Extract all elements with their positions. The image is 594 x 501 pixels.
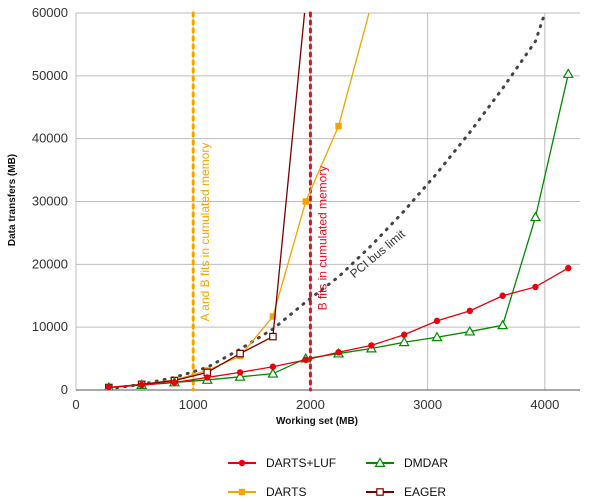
data-point xyxy=(204,374,211,381)
data-point xyxy=(335,349,342,356)
data-point xyxy=(431,331,443,342)
x-tick-label: 3000 xyxy=(413,397,442,412)
x-tick-label: 4000 xyxy=(530,397,559,412)
data-point xyxy=(269,363,277,370)
series-group xyxy=(104,13,574,390)
data-point xyxy=(234,371,246,381)
data-point xyxy=(398,336,410,347)
vertical-line-label: A and B fits in cumulated memory xyxy=(198,143,212,322)
y-tick-label: 60000 xyxy=(32,5,68,20)
y-tick-label: 10000 xyxy=(32,319,68,334)
data-point xyxy=(302,356,309,364)
legend-marker xyxy=(374,457,386,467)
legend-label: EAGER xyxy=(404,485,446,499)
data-point xyxy=(335,122,342,130)
data-point xyxy=(532,283,539,291)
data-point xyxy=(105,384,113,390)
legend-entry: DMDAR xyxy=(366,456,448,470)
data-point xyxy=(464,325,476,336)
y-tick-label: 40000 xyxy=(32,131,68,146)
reference-line-label: PCI bus limit xyxy=(347,227,408,281)
data-point xyxy=(302,198,309,205)
data-point xyxy=(565,264,572,272)
data-point xyxy=(138,381,145,389)
y-tick-labels: 0 10000 20000 30000 40000 50000 60000 xyxy=(32,5,68,397)
legend-entry: EAGER xyxy=(366,485,446,499)
series-darts-luf xyxy=(105,264,572,390)
data-point xyxy=(400,331,408,338)
series-dmdar xyxy=(104,68,574,390)
data-point xyxy=(236,349,244,358)
data-point xyxy=(368,342,375,349)
data-point xyxy=(269,332,277,341)
x-tick-label: 2000 xyxy=(296,397,325,412)
x-tick-label: 1000 xyxy=(179,397,208,412)
y-axis-label: Data transfers (MB) xyxy=(7,154,18,246)
legend-entry: DARTS xyxy=(228,485,306,499)
y-tick-label: 20000 xyxy=(32,256,68,271)
data-point xyxy=(562,68,574,78)
legend-marker xyxy=(376,488,384,496)
legend-label: DMDAR xyxy=(404,456,448,470)
data-point xyxy=(171,379,178,386)
data-point xyxy=(466,307,474,315)
y-tick-label: 50000 xyxy=(32,68,68,83)
legend-entry: DARTS+LUF xyxy=(228,456,336,470)
legend-label: DARTS xyxy=(266,485,306,499)
legend-marker xyxy=(238,488,246,496)
vertical-reference-lines: A and B fits in cumulated memory B fits i… xyxy=(191,11,329,392)
data-point xyxy=(433,317,441,325)
legend: DARTS+LUF DMDAR DARTS EAGER xyxy=(228,456,448,499)
series-line xyxy=(108,73,569,389)
x-axis-label: Working set (MB) xyxy=(276,416,358,427)
y-tick-label: 0 xyxy=(61,382,68,397)
legend-marker xyxy=(238,459,246,467)
y-tick-label: 30000 xyxy=(32,194,68,209)
data-point xyxy=(529,211,541,222)
series-line xyxy=(108,13,370,389)
x-tick-labels: 0 1000 2000 3000 4000 xyxy=(72,397,559,412)
x-tick-label: 0 xyxy=(72,397,79,412)
data-point xyxy=(499,292,506,299)
data-point xyxy=(269,313,277,320)
legend-label: DARTS+LUF xyxy=(266,456,336,470)
data-point xyxy=(267,367,279,378)
data-point xyxy=(497,319,509,330)
vertical-line-label: B fits in cumulated memory xyxy=(315,166,329,311)
data-point xyxy=(236,369,244,376)
